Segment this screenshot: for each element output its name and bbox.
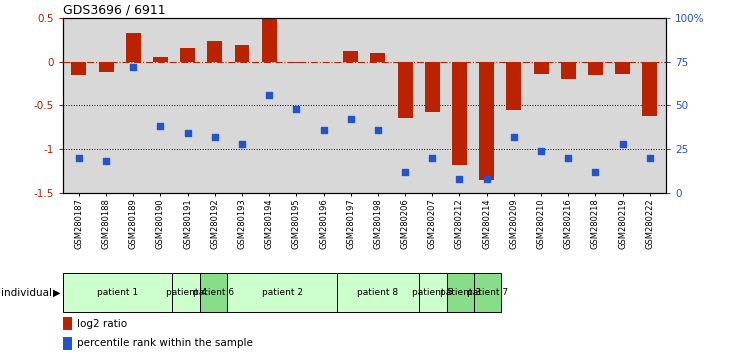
Bar: [343, 51, 358, 62]
Point: [453, 176, 465, 182]
Bar: [153, 57, 168, 62]
Point: [562, 155, 574, 161]
Bar: [235, 45, 250, 62]
Text: patient 7: patient 7: [467, 289, 509, 297]
Point: [100, 159, 112, 164]
Point: [127, 64, 139, 70]
Point: [318, 127, 330, 133]
Bar: [452, 62, 467, 165]
Point: [399, 169, 411, 175]
Bar: [615, 62, 630, 74]
Bar: [588, 62, 603, 75]
Bar: [71, 62, 86, 75]
Point: [155, 124, 166, 129]
Text: ▶: ▶: [53, 288, 60, 298]
Point: [535, 148, 547, 154]
Bar: [208, 41, 222, 62]
Bar: [262, 19, 277, 62]
Bar: [534, 62, 548, 74]
Bar: [337, 273, 420, 313]
Text: individual: individual: [1, 288, 52, 298]
Bar: [63, 273, 172, 313]
Bar: [506, 62, 521, 110]
Text: patient 6: patient 6: [193, 289, 234, 297]
Text: patient 2: patient 2: [261, 289, 302, 297]
Bar: [643, 62, 657, 116]
Bar: [425, 62, 439, 112]
Point: [617, 141, 629, 147]
Bar: [479, 62, 494, 180]
Text: patient 4: patient 4: [166, 289, 207, 297]
Text: log2 ratio: log2 ratio: [77, 319, 127, 329]
Point: [182, 131, 194, 136]
Text: patient 1: patient 1: [97, 289, 138, 297]
Bar: [474, 273, 501, 313]
Point: [73, 155, 85, 161]
Bar: [227, 273, 337, 313]
Point: [426, 155, 438, 161]
Point: [236, 141, 248, 147]
Point: [644, 155, 656, 161]
Text: GDS3696 / 6911: GDS3696 / 6911: [63, 4, 165, 17]
Bar: [63, 337, 72, 350]
Bar: [561, 62, 576, 79]
Point: [345, 116, 357, 122]
Point: [209, 134, 221, 140]
Text: patient 3: patient 3: [440, 289, 481, 297]
Point: [263, 92, 275, 98]
Bar: [289, 62, 304, 63]
Point: [590, 169, 601, 175]
Bar: [199, 273, 227, 313]
Bar: [126, 34, 141, 62]
Text: patient 8: patient 8: [358, 289, 399, 297]
Point: [508, 134, 520, 140]
Bar: [172, 273, 199, 313]
Text: patient 5: patient 5: [412, 289, 453, 297]
Bar: [99, 62, 113, 72]
Bar: [420, 273, 447, 313]
Point: [481, 176, 492, 182]
Bar: [397, 62, 413, 119]
Bar: [63, 318, 72, 330]
Point: [291, 106, 302, 112]
Bar: [447, 273, 474, 313]
Bar: [180, 48, 195, 62]
Text: percentile rank within the sample: percentile rank within the sample: [77, 338, 253, 348]
Point: [372, 127, 383, 133]
Bar: [370, 53, 386, 62]
